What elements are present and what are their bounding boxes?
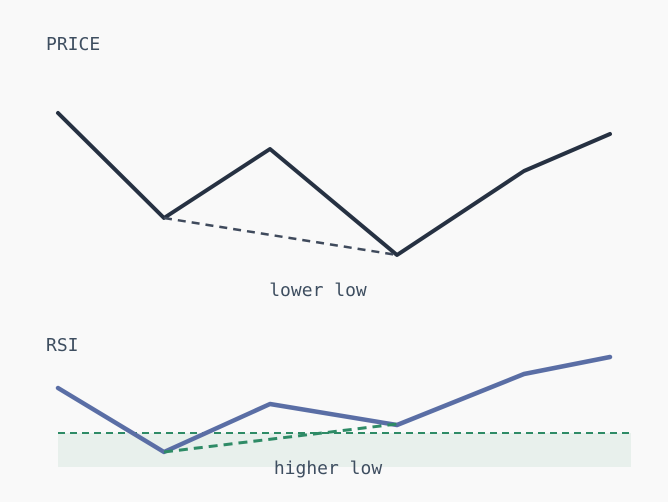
oversold-zone [58,433,631,467]
rsi-line [55,354,613,455]
price-annotation: lower low [269,280,367,301]
rsi-annotation: higher low [274,458,383,479]
lower-low-line [163,216,398,257]
price-title: PRICE [46,34,100,55]
rsi-title: RSI [46,335,79,356]
higher-low-line [163,422,398,454]
price-line [56,111,612,257]
